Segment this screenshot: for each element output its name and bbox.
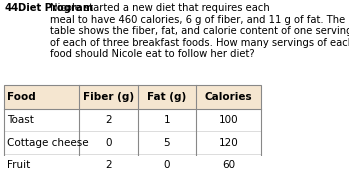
Text: Toast: Toast [7,115,34,125]
Text: 0: 0 [164,160,170,170]
Text: 2: 2 [105,115,112,125]
Text: Nicole started a new diet that requires each
meal to have 460 calories, 6 g of f: Nicole started a new diet that requires … [50,3,349,59]
Text: 5: 5 [163,138,170,148]
Text: Food: Food [7,92,36,102]
Text: Cottage cheese: Cottage cheese [7,138,89,148]
FancyBboxPatch shape [4,85,261,109]
Text: 1: 1 [163,115,170,125]
Text: 2: 2 [105,160,112,170]
Text: Fruit: Fruit [7,160,30,170]
Text: 120: 120 [218,138,238,148]
Text: Diet Program: Diet Program [18,3,94,13]
Text: 44.: 44. [4,3,22,13]
Text: 60: 60 [222,160,235,170]
Text: Fiber (g): Fiber (g) [83,92,134,102]
Text: Calories: Calories [205,92,252,102]
Text: Fat (g): Fat (g) [147,92,186,102]
Text: 100: 100 [219,115,238,125]
Text: 0: 0 [105,138,112,148]
